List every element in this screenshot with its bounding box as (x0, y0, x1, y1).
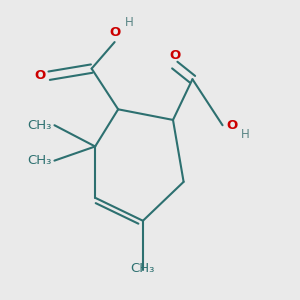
Text: O: O (34, 69, 46, 82)
Text: CH₃: CH₃ (27, 119, 52, 132)
Text: O: O (226, 119, 237, 132)
Text: H: H (241, 128, 250, 141)
Text: CH₃: CH₃ (27, 154, 52, 167)
Text: O: O (169, 49, 180, 62)
Text: O: O (109, 26, 120, 38)
Text: H: H (125, 16, 134, 29)
Text: CH₃: CH₃ (131, 262, 155, 275)
